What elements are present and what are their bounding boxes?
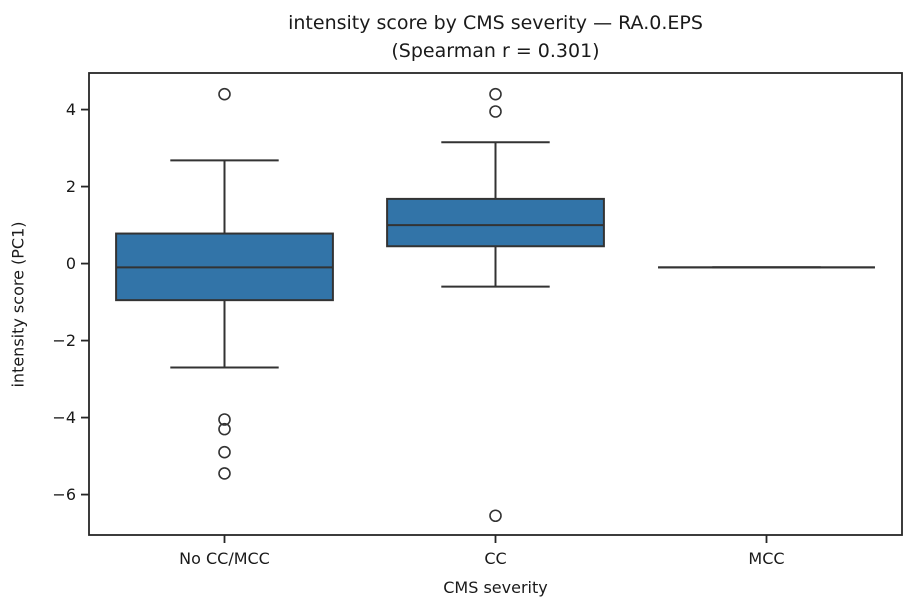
- y-tick-label: −2: [52, 331, 76, 350]
- chart-title: intensity score by CMS severity — RA.0.E…: [89, 9, 902, 65]
- outlier-point: [489, 87, 502, 101]
- y-tick-label: 2: [66, 177, 76, 196]
- outlier-point: [489, 105, 502, 118]
- outlier-point: [218, 445, 231, 459]
- outlier-point: [218, 87, 231, 101]
- chart-title-line2: (Spearman r = 0.301): [391, 40, 600, 62]
- x-tick-label: MCC: [748, 549, 784, 568]
- chart-title-line1: intensity score by CMS severity — RA.0.E…: [288, 12, 703, 34]
- plot-border: [88, 72, 903, 536]
- y-axis-label: intensity score (PC1): [8, 221, 28, 388]
- outlier-point: [218, 422, 231, 436]
- outlier-point: [218, 467, 231, 480]
- y-tick-label: 0: [66, 254, 76, 273]
- y-tick-label: 4: [66, 100, 76, 119]
- y-tick-label: −6: [52, 485, 76, 504]
- outlier-point: [489, 509, 502, 523]
- x-tick-label: No CC/MCC: [179, 549, 270, 568]
- x-axis-label: CMS severity: [443, 578, 548, 597]
- box: [386, 197, 605, 248]
- outlier-point: [218, 413, 231, 426]
- y-tick-label: −4: [52, 408, 76, 427]
- x-tick-label: CC: [484, 549, 506, 568]
